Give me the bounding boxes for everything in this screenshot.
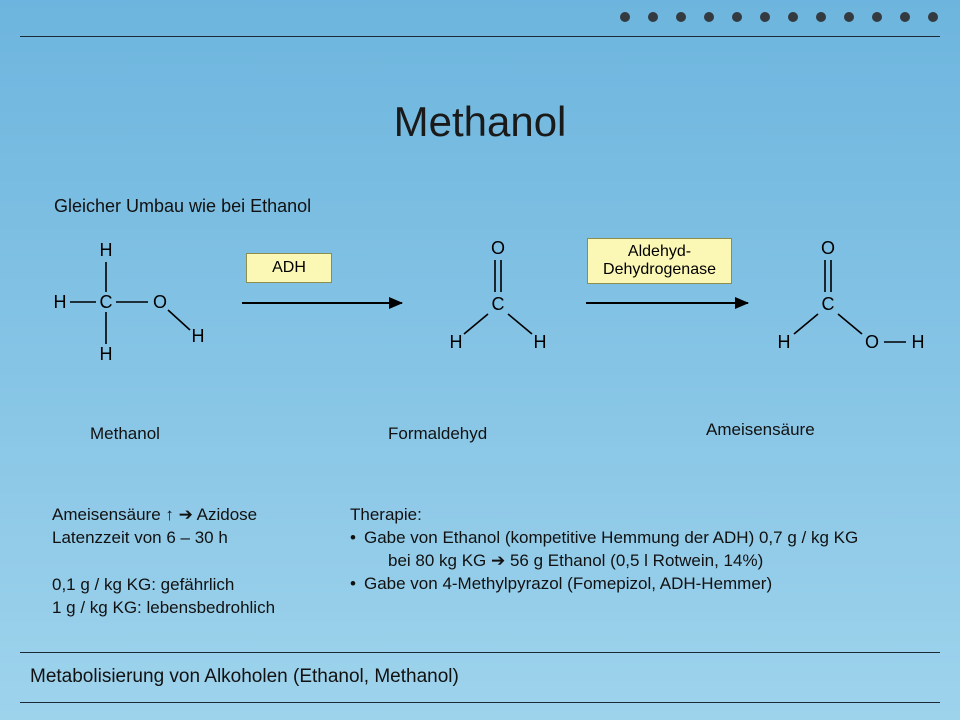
svg-text:C: C <box>492 294 505 314</box>
enzyme-adh-label: ADH <box>272 259 306 277</box>
svg-text:H: H <box>100 344 113 364</box>
svg-text:H: H <box>100 240 113 260</box>
svg-text:O: O <box>821 238 835 258</box>
reaction-arrow-2 <box>586 302 748 304</box>
header-dots <box>620 12 938 22</box>
header-dot <box>676 12 686 22</box>
reaction-arrow-1 <box>242 302 402 304</box>
label-methanol: Methanol <box>90 424 160 444</box>
header-dot <box>900 12 910 22</box>
clinical-line3: 0,1 g / kg KG: gefährlich <box>52 574 275 597</box>
label-formaldehyde: Formaldehyd <box>388 424 487 444</box>
therapy-b1-l2: bei 80 kg KG ➔ 56 g Ethanol (0,5 l Rotwe… <box>364 550 763 573</box>
therapy-b1-l1: Gabe von Ethanol (kompetitive Hemmung de… <box>364 527 858 550</box>
clinical-line1a: Ameisensäure <box>52 505 165 524</box>
header-dot <box>732 12 742 22</box>
svg-text:H: H <box>192 326 205 346</box>
svg-text:O: O <box>491 238 505 258</box>
header-dot <box>648 12 658 22</box>
header-dot <box>816 12 826 22</box>
clinical-line4: 1 g / kg KG: lebensbedrohlich <box>52 597 275 620</box>
clinical-line2: Latenzzeit von 6 – 30 h <box>52 527 275 550</box>
header-dot <box>928 12 938 22</box>
svg-text:H: H <box>534 332 547 352</box>
enzyme-aldh-label-1: Aldehyd- <box>628 243 691 261</box>
header-dot <box>788 12 798 22</box>
header-dot <box>844 12 854 22</box>
clinical-info: Ameisensäure ↑ ➔ Azidose Latenzzeit von … <box>52 504 275 620</box>
therapy-b2: Gabe von 4-Methylpyrazol (Fomepizol, ADH… <box>364 573 772 596</box>
svg-text:O: O <box>865 332 879 352</box>
svg-text:O: O <box>153 292 167 312</box>
svg-text:C: C <box>822 294 835 314</box>
page-title: Methanol <box>0 98 960 146</box>
top-rule <box>20 36 940 37</box>
svg-text:H: H <box>54 292 67 312</box>
enzyme-aldh-box: Aldehyd- Dehydrogenase <box>587 238 732 284</box>
svg-text:H: H <box>912 332 925 352</box>
therapy-head: Therapie: <box>350 504 858 527</box>
header-dot <box>760 12 770 22</box>
therapy-info: Therapie: •Gabe von Ethanol (kompetitive… <box>350 504 858 596</box>
reaction-scheme: C H H H O H ADH C O H H Aldehyd- Dehydro… <box>58 252 908 402</box>
header-dot <box>872 12 882 22</box>
bottom-rule-1 <box>20 652 940 653</box>
header-dot <box>704 12 714 22</box>
molecule-methanol: C H H H O H <box>52 238 222 388</box>
svg-text:H: H <box>450 332 463 352</box>
svg-text:H: H <box>778 332 791 352</box>
footer-text: Metabolisierung von Alkoholen (Ethanol, … <box>30 666 459 688</box>
enzyme-aldh-label-2: Dehydrogenase <box>603 261 716 279</box>
bottom-rule-2 <box>20 702 940 703</box>
up-arrow-icon: ↑ ➔ <box>165 505 192 524</box>
header-dot <box>620 12 630 22</box>
enzyme-adh-box: ADH <box>246 253 332 283</box>
subtitle: Gleicher Umbau wie bei Ethanol <box>54 196 311 217</box>
svg-text:C: C <box>100 292 113 312</box>
molecule-formic-acid: C O H O H <box>766 236 936 366</box>
molecule-formaldehyde: C O H H <box>438 236 568 366</box>
clinical-line1b: Azidose <box>197 505 257 524</box>
label-formic-acid: Ameisensäure <box>706 420 815 440</box>
